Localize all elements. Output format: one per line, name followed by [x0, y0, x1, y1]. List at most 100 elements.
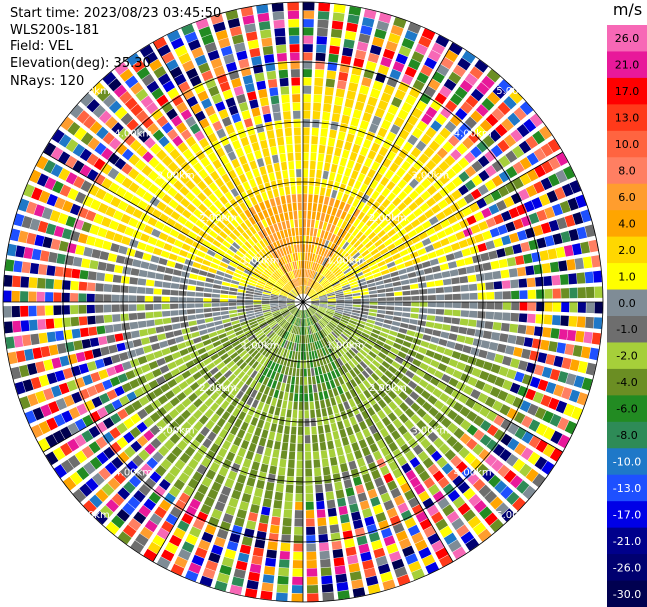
velocity-gate — [298, 326, 301, 335]
velocity-gate — [381, 416, 391, 427]
velocity-gate — [400, 346, 410, 354]
velocity-gate — [276, 281, 284, 288]
velocity-gate — [274, 345, 281, 354]
velocity-gate — [386, 507, 398, 519]
velocity-gate — [361, 214, 370, 224]
velocity-gate — [285, 323, 291, 331]
velocity-gate — [396, 332, 406, 340]
velocity-gate — [278, 295, 287, 299]
velocity-gate — [464, 73, 478, 86]
velocity-gate — [257, 221, 265, 230]
velocity-gate — [61, 228, 73, 240]
velocity-gate — [385, 306, 395, 311]
velocity-gate — [424, 327, 434, 335]
velocity-gate — [222, 340, 231, 348]
velocity-gate — [45, 223, 57, 236]
velocity-gate — [266, 330, 274, 338]
velocity-gate — [361, 332, 370, 339]
velocity-gate — [329, 277, 338, 284]
velocity-gate — [292, 576, 303, 585]
velocity-gate — [459, 79, 473, 93]
velocity-gate — [211, 93, 223, 105]
velocity-gate — [321, 575, 333, 585]
velocity-gate — [317, 321, 324, 329]
velocity-gate — [130, 330, 140, 339]
velocity-gate — [308, 308, 314, 315]
velocity-gate — [513, 218, 524, 230]
velocity-gate — [296, 368, 300, 377]
velocity-gate — [46, 193, 58, 207]
velocity-gate — [526, 277, 536, 288]
velocity-gate — [316, 509, 326, 518]
velocity-gate — [274, 491, 283, 501]
velocity-gate — [227, 151, 237, 161]
velocity-gate — [282, 433, 290, 443]
velocity-gate — [418, 547, 432, 559]
velocity-gate — [270, 370, 277, 380]
velocity-gate — [292, 289, 298, 296]
velocity-gate — [549, 261, 560, 273]
velocity-gate — [283, 178, 290, 187]
velocity-gate — [105, 499, 119, 513]
velocity-gate — [318, 246, 324, 256]
velocity-gate — [187, 231, 198, 240]
velocity-gate — [353, 208, 361, 218]
velocity-gate — [114, 172, 126, 184]
velocity-gate — [228, 69, 240, 81]
velocity-gate — [335, 209, 343, 218]
velocity-gate — [137, 312, 146, 320]
velocity-gate — [517, 324, 527, 335]
velocity-gate — [317, 383, 322, 392]
velocity-gate — [257, 12, 270, 23]
velocity-gate — [305, 286, 309, 295]
velocity-gate — [203, 298, 212, 302]
velocity-gate — [341, 383, 349, 393]
velocity-gate — [256, 80, 267, 91]
velocity-gate — [304, 393, 309, 402]
velocity-gate — [83, 115, 97, 129]
velocity-gate — [310, 270, 315, 279]
velocity-gate — [180, 226, 191, 236]
velocity-gate — [378, 12, 392, 24]
velocity-gate — [397, 190, 408, 201]
velocity-gate — [254, 309, 263, 313]
velocity-gate — [525, 265, 535, 276]
velocity-gate — [386, 261, 396, 268]
velocity-gate — [455, 108, 468, 121]
velocity-gate — [264, 490, 274, 500]
velocity-gate — [419, 93, 432, 105]
velocity-gate — [305, 309, 309, 318]
velocity-gate — [563, 403, 575, 417]
velocity-gate — [304, 385, 308, 394]
velocity-gate — [184, 220, 195, 230]
velocity-gate — [355, 190, 364, 201]
range-label: 3.00km — [411, 171, 449, 182]
velocity-gate — [391, 96, 403, 108]
velocity-gate — [106, 389, 118, 401]
velocity-gate — [292, 316, 297, 325]
velocity-gate — [377, 297, 386, 301]
velocity-gate — [397, 380, 407, 390]
velocity-gate — [230, 283, 239, 289]
velocity-gate — [333, 235, 340, 244]
velocity-gate — [298, 318, 301, 327]
velocity-gate — [256, 354, 264, 363]
velocity-gate — [364, 240, 374, 249]
velocity-gate — [401, 360, 411, 369]
velocity-gate — [441, 463, 454, 475]
velocity-gate — [289, 280, 295, 289]
velocity-gate — [593, 317, 603, 330]
velocity-gate — [455, 461, 468, 473]
velocity-gate — [256, 479, 265, 490]
velocity-gate — [531, 197, 543, 210]
velocity-gate — [407, 22, 422, 34]
velocity-gate — [205, 277, 215, 283]
velocity-gate — [269, 234, 276, 243]
velocity-gate — [69, 203, 81, 216]
velocity-gate — [108, 100, 122, 114]
velocity-gate — [399, 322, 409, 329]
velocity-gate — [233, 254, 242, 262]
velocity-gate — [335, 305, 345, 308]
velocity-gate — [493, 237, 504, 248]
velocity-gate — [359, 349, 368, 357]
